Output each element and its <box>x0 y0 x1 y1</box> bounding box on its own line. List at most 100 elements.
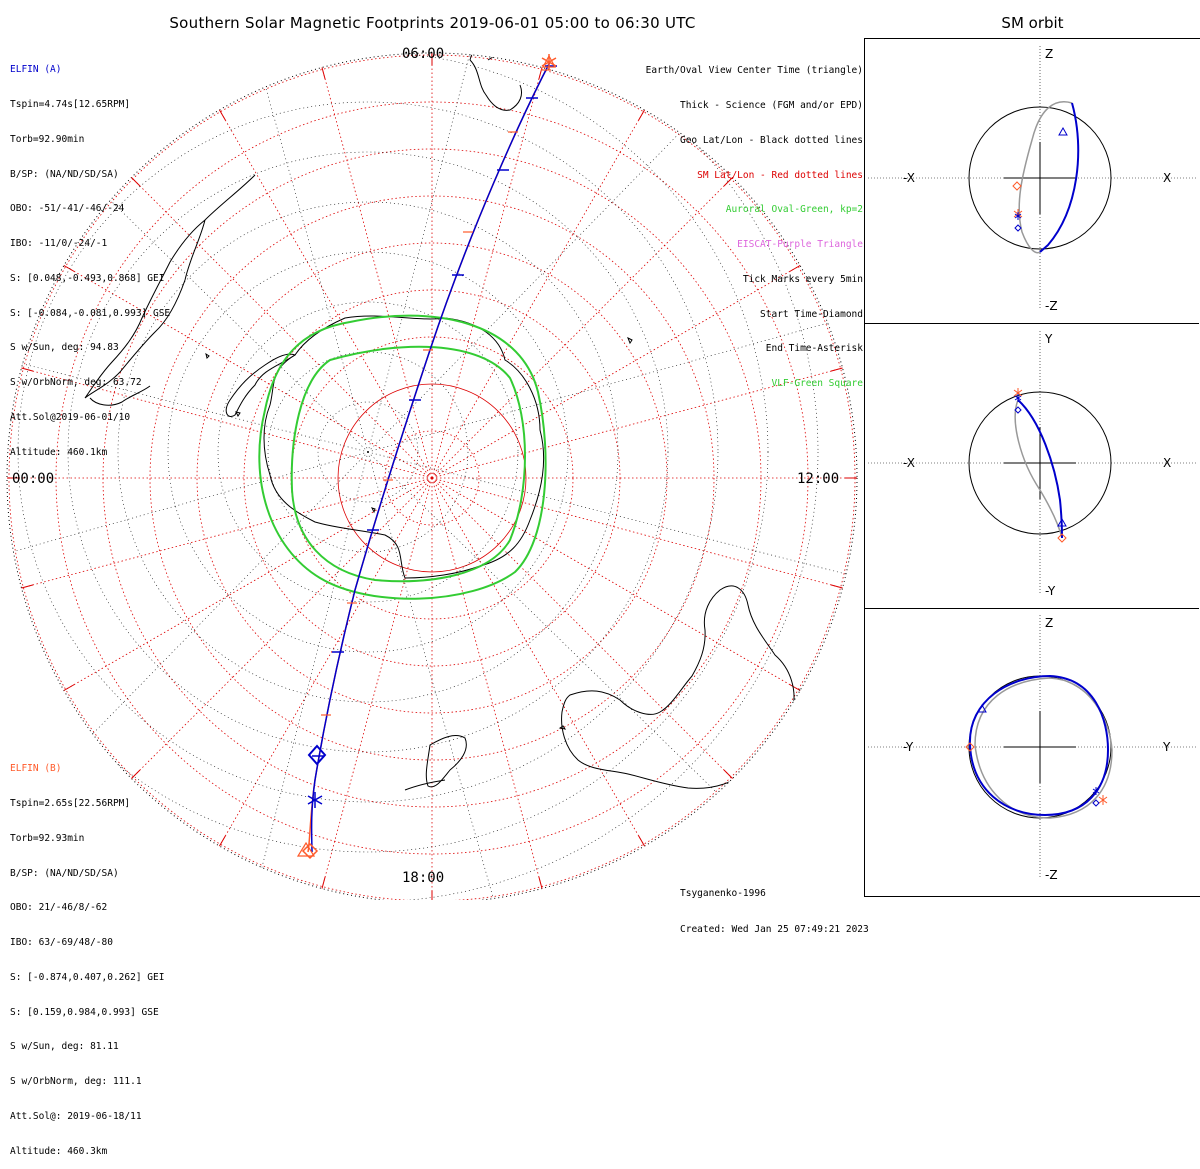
orbit-panel-xy: -X X Y -Y <box>868 331 1196 598</box>
orbit-panel-title: SM orbit <box>1001 14 1064 32</box>
geo-longitude-line <box>7 451 369 900</box>
sm-latitude-circle <box>337 383 527 573</box>
elfin-b-line: OBO: 21/-46/8/-62 <box>10 902 108 914</box>
elfin-b-line: IBO: 63/-69/48/-80 <box>10 937 113 949</box>
sm-longitude-line <box>131 477 433 779</box>
geo-longitude-line <box>7 53 369 453</box>
sm-longitude-line <box>219 109 433 479</box>
sm-hour-tick <box>638 109 645 121</box>
sm-hour-tick <box>321 67 326 80</box>
geo-longitude-line <box>367 53 857 453</box>
orbit-axis-label-left: -Y <box>903 740 914 754</box>
elfin-b-view-triangle <box>541 54 557 68</box>
asterisk-stroke <box>1092 788 1100 794</box>
elfin-a-end-asterisk <box>307 792 323 808</box>
elfin-a-line: S w/OrbNorm, deg: 63.72 <box>10 377 142 389</box>
elfin-a-end-asterisk <box>1092 787 1100 795</box>
sm-longitude-line <box>321 477 433 889</box>
elfin-b-start-diamond <box>301 842 319 860</box>
geo-longitude-line <box>7 451 369 642</box>
orbit-axis-label-top: Z <box>1045 616 1053 630</box>
hour-label-right: 12:00 <box>797 471 839 487</box>
legend-entry: SM Lat/Lon - Red dotted lines <box>697 169 863 181</box>
orbit-axis-label-left: -X <box>903 456 915 470</box>
sm-longitude-line <box>219 477 433 847</box>
geo-longitude-line <box>194 451 369 900</box>
coastline-south-america <box>84 174 256 406</box>
elfin-b-start-diamond <box>1012 181 1022 191</box>
orbit-axis-label-left: -X <box>903 171 915 185</box>
legend-entry: Start Time-Diamond <box>760 308 863 320</box>
sm-latitude-circle <box>196 242 668 714</box>
geo-longitude-line <box>367 451 558 900</box>
sm-hour-tick <box>219 109 226 121</box>
geo-latitude-circle <box>217 301 519 603</box>
elfin-b-orbit <box>1018 101 1073 254</box>
elfin-a-start-diamond <box>1092 799 1100 807</box>
sm-hour-tick <box>638 835 645 847</box>
sm-longitude-line <box>63 265 433 479</box>
legend-entry: VLF-Green Square <box>771 378 863 390</box>
elfin-a-view-triangle <box>977 703 987 713</box>
sm-longitude-line <box>21 477 433 589</box>
orbit-axis-label-bottom: -Y <box>1045 584 1056 598</box>
elfin-a-line: OBO: -51/-41/-46/-24 <box>10 203 125 215</box>
geo-latitude-circle <box>7 53 769 853</box>
sm-hour-tick <box>63 265 75 272</box>
sm-longitude-line <box>431 477 543 889</box>
sm-longitude-line <box>431 109 645 479</box>
hour-label-top: 06:00 <box>402 46 444 62</box>
orbit-panels-frame <box>864 38 1200 897</box>
elfin-b-view-triangle <box>296 841 316 857</box>
elfin-a-orbit <box>1039 102 1080 253</box>
asterisk-stroke <box>1014 395 1022 401</box>
geo-longitude-line <box>7 278 369 453</box>
elfin-a-end-asterisk <box>1014 212 1022 220</box>
orbit-axis-label-top: Y <box>1044 332 1053 346</box>
orbit-axis-label-bottom: -Z <box>1045 868 1058 882</box>
geo-longitude-line <box>367 262 857 453</box>
coastline-antarctica <box>263 315 545 579</box>
panel-divider-2 <box>864 608 1199 609</box>
legend-entry: End Time-Asterisk <box>765 343 863 355</box>
elfin-b-line: Altitude: 460.3km <box>10 1145 108 1157</box>
elfin-a-line: Altitude: 460.1km <box>10 446 108 458</box>
geo-longitude-line <box>367 451 857 626</box>
elfin-b-start-diamond <box>1057 533 1067 543</box>
elfin-b-info: ELFIN (B) Tspin=2.65s[22.56RPM] Torb=92.… <box>10 740 164 1169</box>
elfin-a-orbit <box>968 674 1110 817</box>
elfin-b-line: Torb=92.93min <box>10 832 85 844</box>
elfin-b-orbit <box>1014 399 1063 539</box>
sm-longitude-line <box>21 367 433 479</box>
sm-longitude-line <box>431 265 801 479</box>
elfin-a-line: Torb=92.90min <box>10 133 85 145</box>
chart-title: Southern Solar Magnetic Footprints 2019-… <box>169 14 696 32</box>
geo-latitude-circle <box>267 351 469 553</box>
elfin-a-line: Att.Sol@2019-06-01/10 <box>10 412 131 423</box>
legend-entry: EISCAT-Purple Triangle <box>737 239 863 251</box>
sm-orbit-panels: -X X Z -Z -X X Y -Y -Y Y Z -Z <box>868 46 1196 882</box>
asterisk-stroke <box>307 795 323 805</box>
legend: Earth/Oval View Center Time (triangle) T… <box>646 42 863 401</box>
sm-hour-tick <box>830 584 843 589</box>
earth-circle <box>968 391 1112 535</box>
elfin-b-name: ELFIN (B) <box>10 763 62 775</box>
sm-hour-tick <box>789 684 801 691</box>
auroral-ovals <box>258 314 547 600</box>
elfin-a-line: Tspin=4.74s[12.65RPM] <box>10 98 131 110</box>
elfin-a-orbit <box>1017 399 1063 539</box>
coastline-islands <box>205 336 804 730</box>
coastline-australia <box>561 585 795 789</box>
orbit-axis-label-right: X <box>1163 456 1171 470</box>
panel-divider-1 <box>864 323 1199 324</box>
created-date: Created: Wed Jan 25 07:49:21 2023 <box>680 924 869 935</box>
sm-longitude-line <box>431 477 733 779</box>
sm-hour-tick <box>321 876 326 889</box>
legend-entry: Auroral Oval-Green, kp=2 <box>725 204 863 216</box>
sm-hour-tick <box>63 684 75 691</box>
legend-entry: Earth/Oval View Center Time (triangle) <box>645 65 863 77</box>
sm-longitude-line <box>63 477 433 691</box>
hour-label-left: 00:00 <box>12 471 54 487</box>
elfin-a-view-triangle <box>1058 126 1068 136</box>
elfin-b-line: Tspin=2.65s[22.56RPM] <box>10 797 131 809</box>
